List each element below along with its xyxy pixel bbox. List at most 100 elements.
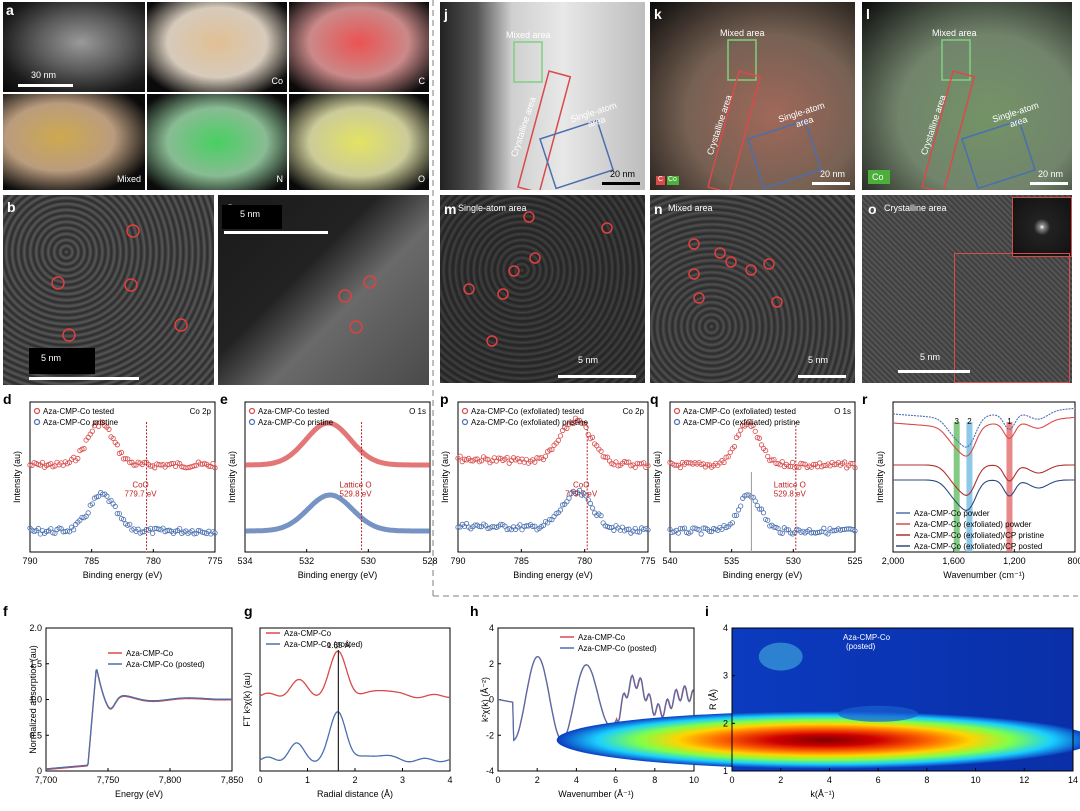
data-point [583, 424, 589, 430]
data-point [754, 435, 760, 441]
data-point [723, 454, 729, 460]
x-tick-label: 4 [827, 775, 832, 785]
series-line [893, 464, 1075, 496]
x-tick-label: 2 [352, 775, 357, 785]
y-axis-label: k²χ(k) (Å⁻²) [480, 677, 490, 722]
x-tick-label: 8 [924, 775, 929, 785]
series-line [245, 492, 430, 534]
data-point [139, 529, 145, 535]
legend-label: Aza-CMP-Co (exfoliated)/CP posted [914, 542, 1042, 551]
region-boxes-k [707, 39, 823, 190]
plot-frame-e [244, 401, 431, 553]
panel-c-stem: c 5 nm [218, 195, 429, 385]
data-point [598, 448, 604, 454]
data-point [636, 529, 643, 535]
x-tick-label: 7,800 [159, 775, 182, 785]
data-point [519, 527, 525, 533]
scale-label-k: 20 nm [820, 169, 846, 179]
x-tick-label: 4 [574, 775, 579, 785]
data-point [817, 529, 823, 535]
data-point [760, 510, 767, 516]
data-point [613, 459, 619, 465]
data-point [677, 465, 683, 471]
data-point [738, 427, 744, 433]
x-axis-label: Radial distance (Å) [317, 789, 393, 799]
series-line [497, 655, 694, 742]
data-point [547, 516, 553, 523]
atom-markers-c [338, 275, 377, 334]
label-mixed-j: Mixed area [506, 30, 551, 40]
panel-a-haadf: 30 nm [3, 2, 145, 92]
x-tick-label: 785 [514, 556, 529, 566]
data-point [104, 493, 110, 499]
label-mixed-k: Mixed area [720, 28, 765, 38]
corner-label: O 1s [409, 407, 426, 416]
x-tick-label: 0 [495, 775, 500, 785]
data-point [645, 463, 651, 469]
data-point [606, 524, 613, 531]
data-point [624, 526, 630, 533]
x-tick-label: 1,200 [1003, 556, 1026, 566]
data-point [542, 453, 549, 459]
panel-b-stem: b 5 nm [3, 195, 214, 385]
x-tick-label: 2,000 [882, 556, 905, 566]
data-point [98, 420, 104, 426]
panel-letter-o: o [868, 201, 877, 217]
corner-label: Co 2p [623, 407, 645, 416]
data-point [675, 530, 681, 536]
data-point [504, 454, 510, 461]
panel-k-map: k Mixed area Crystalline area Single-ato… [650, 2, 855, 190]
data-point [39, 459, 46, 466]
x-tick-label: 540 [662, 556, 677, 566]
panel-letter-n: n [654, 201, 663, 217]
legend-marker [33, 407, 41, 415]
panel-letter-f: f [3, 603, 8, 619]
scale-label-o: 5 nm [920, 352, 941, 362]
x-tick-label: 780 [577, 556, 592, 566]
y-axis-label: FT k²χ(k) (au) [242, 672, 252, 727]
plot-frame-p [457, 401, 649, 553]
data-point [831, 462, 837, 468]
data-point [783, 527, 790, 533]
chart-e: 534 532 530 528 Binding energy (eV) Intensity… [227, 401, 438, 580]
x-tick-label: 1 [305, 775, 310, 785]
panel-letter-q: q [650, 391, 659, 407]
data-point [120, 516, 127, 523]
heatmap-blob [838, 705, 919, 722]
annotation: Lattice O [774, 481, 806, 490]
x-tick-label: 785 [84, 556, 99, 566]
x-tick-label: 7,700 [35, 775, 58, 785]
x-axis-label: Binding energy (eV) [723, 570, 803, 580]
panel-letter-h: h [470, 603, 479, 619]
scale-label-n: 5 nm [808, 355, 829, 365]
series-line [245, 420, 430, 468]
data-point [733, 512, 740, 518]
data-point [611, 527, 617, 533]
x-tick-label: 10 [971, 775, 981, 785]
series-line [892, 407, 1076, 448]
data-point [585, 497, 591, 503]
x-axis-label: Binding energy (eV) [513, 570, 593, 580]
data-point [769, 457, 775, 463]
chart-p: 790 785 780 775 Binding energy (eV) Intensity… [440, 401, 656, 580]
y-axis-label: R (Å) [708, 689, 718, 710]
x-tick-label: 528 [422, 556, 437, 566]
data-point [585, 431, 591, 437]
data-point [37, 531, 43, 537]
data-point [478, 458, 485, 464]
map-label-mixed: Mixed [116, 174, 141, 184]
map-label-n: N [276, 174, 284, 184]
scale-bar-j [602, 182, 640, 185]
plot-frame-g [259, 627, 451, 772]
scale-label-m: 5 nm [578, 355, 599, 365]
region-boxes-j [513, 41, 615, 190]
scale-bar-m [558, 375, 636, 378]
data-point [212, 530, 218, 536]
plot-frame-q [669, 401, 856, 553]
data-point [27, 462, 33, 468]
data-point [735, 507, 742, 513]
x-tick-label: 3 [400, 775, 405, 785]
corner-label: O 1s [834, 407, 851, 416]
data-point [210, 461, 216, 467]
legend-marker [673, 407, 681, 415]
